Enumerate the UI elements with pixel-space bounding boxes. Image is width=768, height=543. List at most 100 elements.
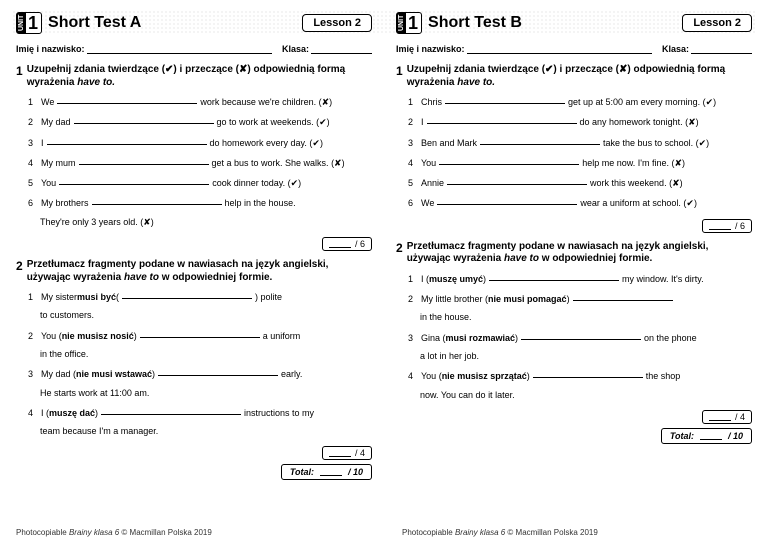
class-blank[interactable]	[311, 44, 372, 54]
answer-blank[interactable]	[489, 272, 619, 281]
answer-blank[interactable]	[427, 115, 577, 124]
item-post: get a bus to work. She walks. (✘)	[212, 156, 345, 171]
test-title-b: Short Test B	[428, 14, 522, 32]
footer-right: Photocopiable Brainy klasa 6 © Macmillan…	[402, 528, 598, 537]
class-field[interactable]: Klasa:	[662, 44, 752, 54]
answer-blank[interactable]	[521, 331, 641, 340]
task-instruction: Przetłumacz fragmenty podane w nawiasach…	[407, 241, 752, 266]
answer-blank[interactable]	[158, 367, 278, 376]
answer-blank[interactable]	[122, 290, 252, 299]
item-number: 3	[28, 136, 38, 151]
lesson-badge: Lesson 2	[682, 14, 752, 32]
item-post: on the phone	[644, 331, 697, 346]
item-number: 4	[408, 156, 418, 171]
total-box-a: Total: / 10	[281, 464, 372, 480]
unit-number: 1	[26, 13, 41, 33]
item-post: help in the house.	[225, 196, 296, 211]
item-line2: He starts work at 11:00 am.	[28, 386, 372, 401]
class-blank[interactable]	[691, 44, 752, 54]
name-blank[interactable]	[467, 44, 652, 54]
test-title-a: Short Test A	[48, 14, 141, 32]
item-number: 3	[408, 136, 418, 151]
answer-blank[interactable]	[47, 136, 207, 145]
footer-book: Brainy klasa 6	[455, 528, 505, 537]
task-b1: 1 Uzupełnij zdania twierdzące (✔) i prze…	[396, 64, 752, 233]
answer-blank[interactable]	[533, 369, 643, 378]
answer-blank[interactable]	[447, 176, 587, 185]
unit-label: UNIT	[397, 13, 406, 33]
item-post: take the bus to school. (✔)	[603, 136, 709, 151]
item-number: 2	[408, 115, 418, 130]
task-heading: 2 Przetłumacz fragmenty podane w nawiasa…	[396, 241, 752, 266]
answer-blank[interactable]	[140, 329, 260, 338]
lesson-badge: Lesson 2	[302, 14, 372, 32]
score-blank[interactable]	[329, 449, 351, 457]
item-line2: a lot in her job.	[408, 349, 752, 364]
item-number: 2	[28, 115, 38, 130]
exercise-item: 5Anniework this weekend. (✘)	[408, 176, 752, 191]
two-column-layout: UNIT 1 Short Test A Lesson 2 Imię i nazw…	[16, 12, 752, 488]
class-field[interactable]: Klasa:	[282, 44, 372, 54]
answer-blank[interactable]	[445, 95, 565, 104]
item-post: work this weekend. (✘)	[590, 176, 683, 191]
item-post: a uniform	[263, 329, 301, 344]
item-post: do any homework tonight. (✘)	[580, 115, 699, 130]
answer-blank[interactable]	[480, 136, 600, 145]
exercise-item: 6My brothershelp in the house.They're on…	[28, 196, 372, 230]
item-post: work because we're children. (✘)	[200, 95, 332, 110]
name-label: Imię i nazwisko:	[396, 44, 465, 54]
class-label: Klasa:	[282, 44, 309, 54]
item-line2: now. You can do it later.	[408, 388, 752, 403]
score-blank[interactable]	[709, 413, 731, 421]
class-label: Klasa:	[662, 44, 689, 54]
total-blank[interactable]	[700, 432, 722, 440]
name-field[interactable]: Imię i nazwisko:	[16, 44, 272, 54]
total-blank[interactable]	[320, 468, 342, 476]
task-b2-items: 1I (muszę umyć)my window. It's dirty.2My…	[396, 272, 752, 403]
instr-phrase: have to	[124, 272, 159, 283]
task-a1-items: 1Wework because we're children. (✘)2My d…	[16, 95, 372, 230]
item-pre: I	[421, 115, 424, 130]
item-text: My dad (nie musi wstawać)	[41, 367, 155, 382]
task-a2-items: 1My sistermusi być() politeto customers.…	[16, 290, 372, 439]
exercise-item: 1My sistermusi być() politeto customers.	[28, 290, 372, 324]
instr-text: Uzupełnij zdania twierdzące (✔) i przecz…	[407, 64, 725, 88]
item-pre: My dad	[41, 115, 71, 130]
total-box-b: Total: / 10	[661, 428, 752, 444]
instr-text-post: w odpowiedniej formie.	[159, 272, 272, 283]
score-box-b1: / 6	[702, 219, 752, 233]
instr-phrase: have to.	[77, 77, 115, 88]
task-number: 2	[396, 241, 403, 266]
answer-blank[interactable]	[92, 196, 222, 205]
task-b2: 2 Przetłumacz fragmenty podane w nawiasa…	[396, 241, 752, 444]
answer-blank[interactable]	[437, 196, 577, 205]
instr-phrase: have to.	[457, 77, 495, 88]
task-number: 1	[16, 64, 23, 89]
item-text: I (muszę umyć)	[421, 272, 486, 287]
answer-blank[interactable]	[439, 156, 579, 165]
answer-blank[interactable]	[59, 176, 209, 185]
item-text: You (nie musisz nosić)	[41, 329, 137, 344]
task-instruction: Uzupełnij zdania twierdzące (✔) i przecz…	[407, 64, 752, 89]
item-post: do homework every day. (✔)	[210, 136, 323, 151]
item-number: 1	[408, 272, 418, 287]
item-pre: Annie	[421, 176, 444, 191]
task-number: 2	[16, 259, 23, 284]
item-pre: My mum	[41, 156, 76, 171]
answer-blank[interactable]	[74, 115, 214, 124]
answer-blank[interactable]	[57, 95, 197, 104]
score-blank[interactable]	[329, 240, 351, 248]
answer-blank[interactable]	[101, 406, 241, 415]
name-blank[interactable]	[87, 44, 272, 54]
exercise-item: 1Chrisget up at 5:00 am every morning. (…	[408, 95, 752, 110]
exercise-item: 3Gina (musi rozmawiać)on the phonea lot …	[408, 331, 752, 365]
name-field[interactable]: Imię i nazwisko:	[396, 44, 652, 54]
score-blank[interactable]	[709, 222, 731, 230]
item-number: 4	[28, 406, 38, 421]
answer-blank[interactable]	[573, 292, 673, 301]
exercise-item: 6Wewear a uniform at school. (✔)	[408, 196, 752, 211]
answer-blank[interactable]	[79, 156, 209, 165]
item-line2: team because I'm a manager.	[28, 424, 372, 439]
score-box-a1: / 6	[322, 237, 372, 251]
item-line2: in the office.	[28, 347, 372, 362]
